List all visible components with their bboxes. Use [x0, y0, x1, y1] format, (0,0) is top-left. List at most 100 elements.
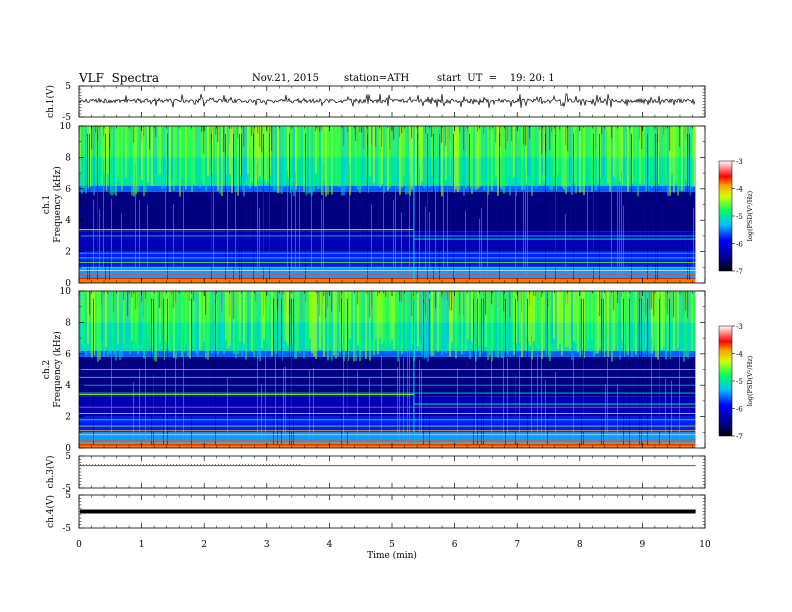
spectrogram-gap	[269, 133, 270, 280]
spectrogram-texture	[619, 291, 621, 360]
spectrogram-texture	[131, 126, 133, 196]
spectrogram-texture	[259, 126, 261, 177]
spectrogram-texture	[221, 291, 223, 342]
spectrogram-texture	[441, 126, 443, 197]
spectrogram-texture	[467, 126, 469, 186]
spectrogram-hot	[441, 291, 443, 297]
spectrogram-texture	[651, 126, 653, 188]
spectrogram-gap	[601, 298, 602, 445]
spectrogram-texture	[621, 291, 623, 341]
spectrogram-hot	[649, 291, 651, 310]
spectrogram-spike	[607, 358, 608, 441]
spectrogram-texture	[269, 291, 271, 339]
spectrogram-texture	[193, 291, 195, 347]
spectrogram-hot	[431, 126, 433, 137]
spectrogram-texture	[79, 126, 81, 175]
spectrogram-spike	[311, 179, 312, 276]
spectrogram-texture	[487, 126, 489, 196]
spectrogram-gap	[153, 298, 154, 445]
spectrogram-texture	[363, 291, 365, 342]
spectrogram-spike	[357, 369, 358, 441]
spectrogram-gap	[109, 133, 110, 280]
spectrogram-texture	[685, 291, 687, 357]
spectrogram-texture	[327, 126, 329, 195]
spectrogram-gap	[191, 298, 192, 445]
spectrogram-texture	[251, 126, 253, 183]
spectrogram-texture	[367, 291, 369, 340]
spectrogram-band	[79, 350, 696, 357]
spectrogram-texture	[203, 291, 205, 342]
spectrogram-gap	[151, 298, 152, 445]
spectrogram-texture	[329, 126, 331, 184]
spectrogram-spike	[611, 163, 612, 276]
spectrogram-texture	[625, 291, 627, 343]
spectrogram-hot	[659, 126, 661, 153]
spectrogram-gap	[433, 133, 434, 280]
spectrogram-hot	[417, 126, 419, 140]
spectrogram-spike	[283, 367, 284, 441]
spectrogram-texture	[127, 126, 129, 175]
spectrogram-spike	[287, 169, 288, 276]
spectrogram-gap	[429, 298, 430, 445]
spectrogram-texture	[393, 126, 395, 186]
spectrogram-gap	[97, 133, 98, 280]
spectrogram-gap	[289, 133, 290, 280]
spectrogram-texture	[339, 291, 341, 352]
spectrogram-gap	[93, 298, 94, 445]
spectrogram-hot	[235, 291, 237, 304]
spectrogram-hot	[233, 291, 235, 319]
spectrogram-texture	[657, 291, 659, 360]
spectrogram-hot	[193, 291, 195, 301]
spectrogram-hot	[129, 126, 131, 143]
spectrogram-hot	[603, 126, 605, 135]
spectrogram-hot	[639, 291, 641, 301]
spectrogram-texture	[325, 291, 327, 352]
spectrogram-spike	[403, 357, 404, 441]
spectrogram-hot	[477, 126, 479, 132]
spectrogram-hot	[383, 291, 385, 294]
spectrogram-texture	[339, 126, 341, 187]
spectrogram-hot	[359, 126, 361, 133]
spectrogram-spike	[693, 208, 694, 276]
spectrogram-spike	[309, 370, 310, 441]
spectrogram-texture	[319, 291, 321, 349]
start-time-label: start UT = 19: 20: 1	[437, 73, 555, 84]
spectrogram-texture	[375, 126, 377, 186]
spectrogram-texture	[491, 291, 493, 362]
spectrogram-gap	[87, 133, 88, 280]
spectrogram-texture	[621, 126, 623, 186]
spectrogram-gap	[281, 298, 282, 445]
spectrogram-spike	[651, 337, 652, 441]
spectrogram-spike	[617, 383, 618, 441]
spectrogram-hot	[449, 126, 451, 141]
spectrogram-spike	[213, 163, 214, 276]
spectrogram-texture	[409, 291, 411, 352]
spectrogram-hot	[653, 291, 655, 316]
spectrogram-spike	[429, 211, 430, 276]
spectrogram-texture	[407, 126, 409, 194]
spectrogram-hot	[211, 126, 213, 141]
y-tick-label: 6	[65, 350, 71, 360]
spectrogram-texture	[99, 126, 101, 178]
spectrogram-texture	[113, 126, 115, 195]
spectrogram-texture	[255, 126, 257, 187]
spectrogram-texture	[135, 291, 137, 343]
spectrogram-texture	[609, 291, 611, 349]
spectrogram-texture	[449, 291, 451, 357]
spectrogram-gap	[545, 133, 546, 280]
spectrogram-texture	[587, 291, 589, 342]
spectrogram-hot	[321, 126, 323, 131]
spectrogram-texture	[125, 126, 127, 178]
spectrogram-texture	[321, 291, 323, 340]
spectrogram-texture	[273, 126, 275, 191]
spectrogram-gap	[233, 133, 234, 280]
spectrogram-texture	[459, 291, 461, 348]
spectrogram-texture	[507, 291, 509, 355]
spectrogram-gap	[253, 133, 254, 280]
spectrogram-hot	[91, 126, 93, 150]
spectrogram-texture	[685, 126, 687, 181]
spectrogram-texture	[143, 126, 145, 197]
spectrogram-hot	[605, 291, 607, 317]
spectrogram-texture	[223, 126, 225, 186]
spectrogram-texture	[583, 126, 585, 196]
